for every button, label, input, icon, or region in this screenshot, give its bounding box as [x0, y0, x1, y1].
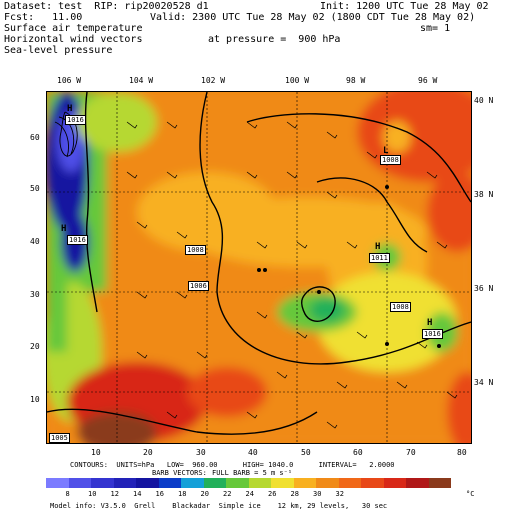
colorbar-swatch [226, 478, 249, 488]
colorbar-unit: °C [466, 490, 475, 498]
barb-info-value: FULL BARB = 5 m s⁻¹ [212, 469, 293, 477]
colorbar-swatch [113, 478, 136, 488]
contour-label: 1006 [188, 281, 209, 291]
contour-label: 1008 [390, 302, 411, 312]
temperature-map: H 1016 H 1016 H 1011 H 1016 L 1008 1008 … [46, 91, 472, 444]
colorbar-label: 18 [178, 490, 187, 498]
colorbar-swatch [158, 478, 181, 488]
colorbar-swatch [338, 478, 361, 488]
contour-label: 1008 [185, 245, 206, 255]
grid-y-label: 40 [30, 237, 40, 246]
lon-label: 100 W [285, 76, 310, 85]
high-pressure-marker: H [61, 224, 67, 234]
colorbar-label: 14 [133, 490, 142, 498]
lat-label: 40 N [474, 96, 494, 105]
colorbar-label: 32 [335, 490, 344, 498]
grid-y-label: 10 [30, 395, 40, 404]
grid-x-label: 10 [91, 448, 101, 457]
lon-label: 104 W [129, 76, 154, 85]
colorbar-swatch [136, 478, 159, 488]
low-pressure-value: 1008 [380, 155, 401, 165]
lat-label: 34 N [474, 378, 494, 387]
field-1-title: Surface air temperature [4, 23, 143, 34]
field-3-title: Sea-level pressure [4, 45, 113, 56]
grid-x-label: 70 [406, 448, 416, 457]
grid-y-label: 50 [30, 184, 40, 193]
grid-x-label: 60 [353, 448, 363, 457]
colorbar-swatch [271, 478, 294, 488]
valid-time: Valid: 2300 UTC Tue 28 May 02 (1800 CDT … [150, 12, 476, 23]
contour-info: CONTOURS: UNITS=hPa LOW= 960.00 HIGH= 10… [70, 461, 395, 469]
grid-y-label: 60 [30, 133, 40, 142]
pressure-level: at pressure = 900 hPa [208, 34, 341, 45]
colorbar-swatch [46, 478, 69, 488]
temperature-colorbar [46, 478, 451, 488]
grid-x-label: 40 [248, 448, 258, 457]
colorbar-label: 8 [65, 490, 70, 498]
init-time: Init: 1200 UTC Tue 28 May 02 [320, 1, 489, 12]
grid-y-label: 20 [30, 342, 40, 351]
colorbar-swatch [68, 478, 91, 488]
grid-y-label: 30 [30, 290, 40, 299]
high-pressure-marker: H [67, 104, 73, 114]
colorbar-label: 30 [313, 490, 322, 498]
lon-label: 98 W [346, 76, 366, 85]
lat-label: 36 N [474, 284, 494, 293]
colorbar-swatch [383, 478, 406, 488]
colorbar-swatch [248, 478, 271, 488]
colorbar-swatch [316, 478, 339, 488]
colorbar-swatch [91, 478, 114, 488]
colorbar-label: 10 [88, 490, 97, 498]
high-pressure-value: 1016 [65, 115, 86, 125]
barb-info-label: BARB VECTORS: [152, 469, 207, 477]
lon-label: 102 W [201, 76, 226, 85]
colorbar-label: 16 [155, 490, 164, 498]
grid-x-label: 50 [301, 448, 311, 457]
grid-x-label: 30 [196, 448, 206, 457]
map-canvas [47, 92, 471, 443]
lon-label: 96 W [418, 76, 438, 85]
colorbar-label: 22 [223, 490, 232, 498]
lon-label: 106 W [57, 76, 82, 85]
colorbar-label: 20 [200, 490, 209, 498]
smoothing-label: sm= 1 [420, 23, 451, 34]
high-pressure-value: 1011 [369, 253, 390, 263]
colorbar-swatch [428, 478, 451, 488]
colorbar-label: 12 [110, 490, 119, 498]
high-pressure-value: 1016 [67, 235, 88, 245]
contour-label: 1005 [49, 433, 70, 443]
grid-x-label: 80 [457, 448, 467, 457]
colorbar-swatch [293, 478, 316, 488]
grid-x-label: 20 [143, 448, 153, 457]
colorbar-label: 24 [245, 490, 254, 498]
field-2-title: Horizontal wind vectors [4, 34, 143, 45]
high-pressure-marker: H [427, 318, 433, 328]
model-info: Model info: V3.5.0 Grell Blackadar Simpl… [50, 502, 388, 510]
high-pressure-value: 1016 [422, 329, 443, 339]
colorbar-swatch [361, 478, 384, 488]
colorbar-swatch [181, 478, 204, 488]
forecast-hour: Fcst: 11.00 [4, 12, 83, 23]
colorbar-swatch [406, 478, 429, 488]
colorbar-swatch [203, 478, 226, 488]
colorbar-label: 28 [290, 490, 299, 498]
low-pressure-marker: L [383, 146, 389, 156]
lat-label: 38 N [474, 190, 494, 199]
high-pressure-marker: H [375, 242, 381, 252]
colorbar-label: 26 [268, 490, 277, 498]
dataset-label: Dataset: test RIP: rip20020528 d1 [4, 1, 209, 12]
